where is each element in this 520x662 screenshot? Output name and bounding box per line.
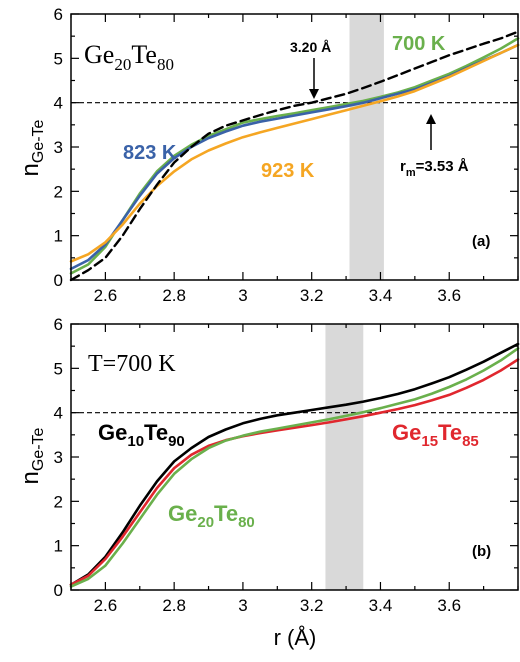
series-group-b xyxy=(69,342,520,588)
x-tick-label: 3.4 xyxy=(369,596,393,615)
series-line-b-2 xyxy=(69,347,520,588)
rmin-label: 3.20 Å xyxy=(290,39,331,55)
y-tick-label: 5 xyxy=(54,359,63,378)
rmin-arrowhead xyxy=(309,89,319,99)
x-tick-label: 3.6 xyxy=(437,286,461,305)
panel-b: 2.6 2.8 3 3.2 3.4 3.6 0 1 2 3 4 5 6 T=700 K Ge10Te90… xyxy=(17,315,520,650)
y-tick-label: 3 xyxy=(54,448,63,467)
y-axis-title-a: nGe-Te xyxy=(17,119,47,176)
series-line-a-0 xyxy=(69,37,520,275)
series-label-700k: 700 K xyxy=(392,33,446,55)
y-tick-label: 3 xyxy=(54,138,63,157)
series-label-823k: 823 K xyxy=(123,142,177,164)
y-tick-label: 1 xyxy=(54,227,63,246)
series-line-a-2 xyxy=(69,43,520,263)
composition-label-a: Ge20Te80 xyxy=(84,40,174,74)
series-label-ge10te90: Ge10Te90 xyxy=(98,420,185,450)
x-tick-label: 3.2 xyxy=(300,286,324,305)
temperature-label: T=700 K xyxy=(88,351,176,377)
x-tick-label: 3.4 xyxy=(369,286,393,305)
x-tick-label: 2.6 xyxy=(94,596,118,615)
x-axis-title: r (Å) xyxy=(274,625,317,650)
series-line-b-0 xyxy=(69,342,520,586)
ticks-b: 2.6 2.8 3 3.2 3.4 3.6 0 1 2 3 4 5 6 xyxy=(54,315,519,615)
series-line-a-3 xyxy=(69,30,520,282)
x-tick-label: 3 xyxy=(238,286,247,305)
y-axis-title-b: nGe-Te xyxy=(17,427,47,484)
x-tick-label: 3.2 xyxy=(300,596,324,615)
x-tick-label: 2.6 xyxy=(94,286,118,305)
y-tick-label: 6 xyxy=(54,5,63,24)
series-label-ge15te85: Ge15Te85 xyxy=(392,420,479,450)
rm-arrowhead xyxy=(426,114,436,124)
series-label-923k: 923 K xyxy=(261,160,315,182)
y-tick-label: 2 xyxy=(54,182,63,201)
series-label-ge20te80: Ge20Te80 xyxy=(168,501,255,531)
y-tick-label: 0 xyxy=(54,271,63,290)
x-tick-label: 2.8 xyxy=(162,596,186,615)
y-tick-label: 6 xyxy=(54,315,63,334)
y-tick-label: 4 xyxy=(54,404,63,423)
x-tick-label: 3 xyxy=(238,596,247,615)
panel-label-b: (b) xyxy=(472,543,491,560)
y-tick-label: 1 xyxy=(54,537,63,556)
x-tick-label: 2.8 xyxy=(162,286,186,305)
y-tick-label: 0 xyxy=(54,581,63,600)
series-line-b-1 xyxy=(69,358,520,586)
series-group-a xyxy=(69,30,520,282)
rm-label: rm=3.53 Å xyxy=(400,158,469,179)
panel-label-a: (a) xyxy=(472,233,490,250)
x-tick-label: 3.6 xyxy=(437,596,461,615)
ticks-a: 2.6 2.8 3 3.2 3.4 3.6 0 1 2 3 4 5 6 xyxy=(54,5,519,305)
y-tick-label: 2 xyxy=(54,492,63,511)
y-tick-label: 4 xyxy=(54,94,63,113)
band-a xyxy=(349,14,384,280)
y-tick-label: 5 xyxy=(54,49,63,68)
band-b xyxy=(325,324,364,590)
